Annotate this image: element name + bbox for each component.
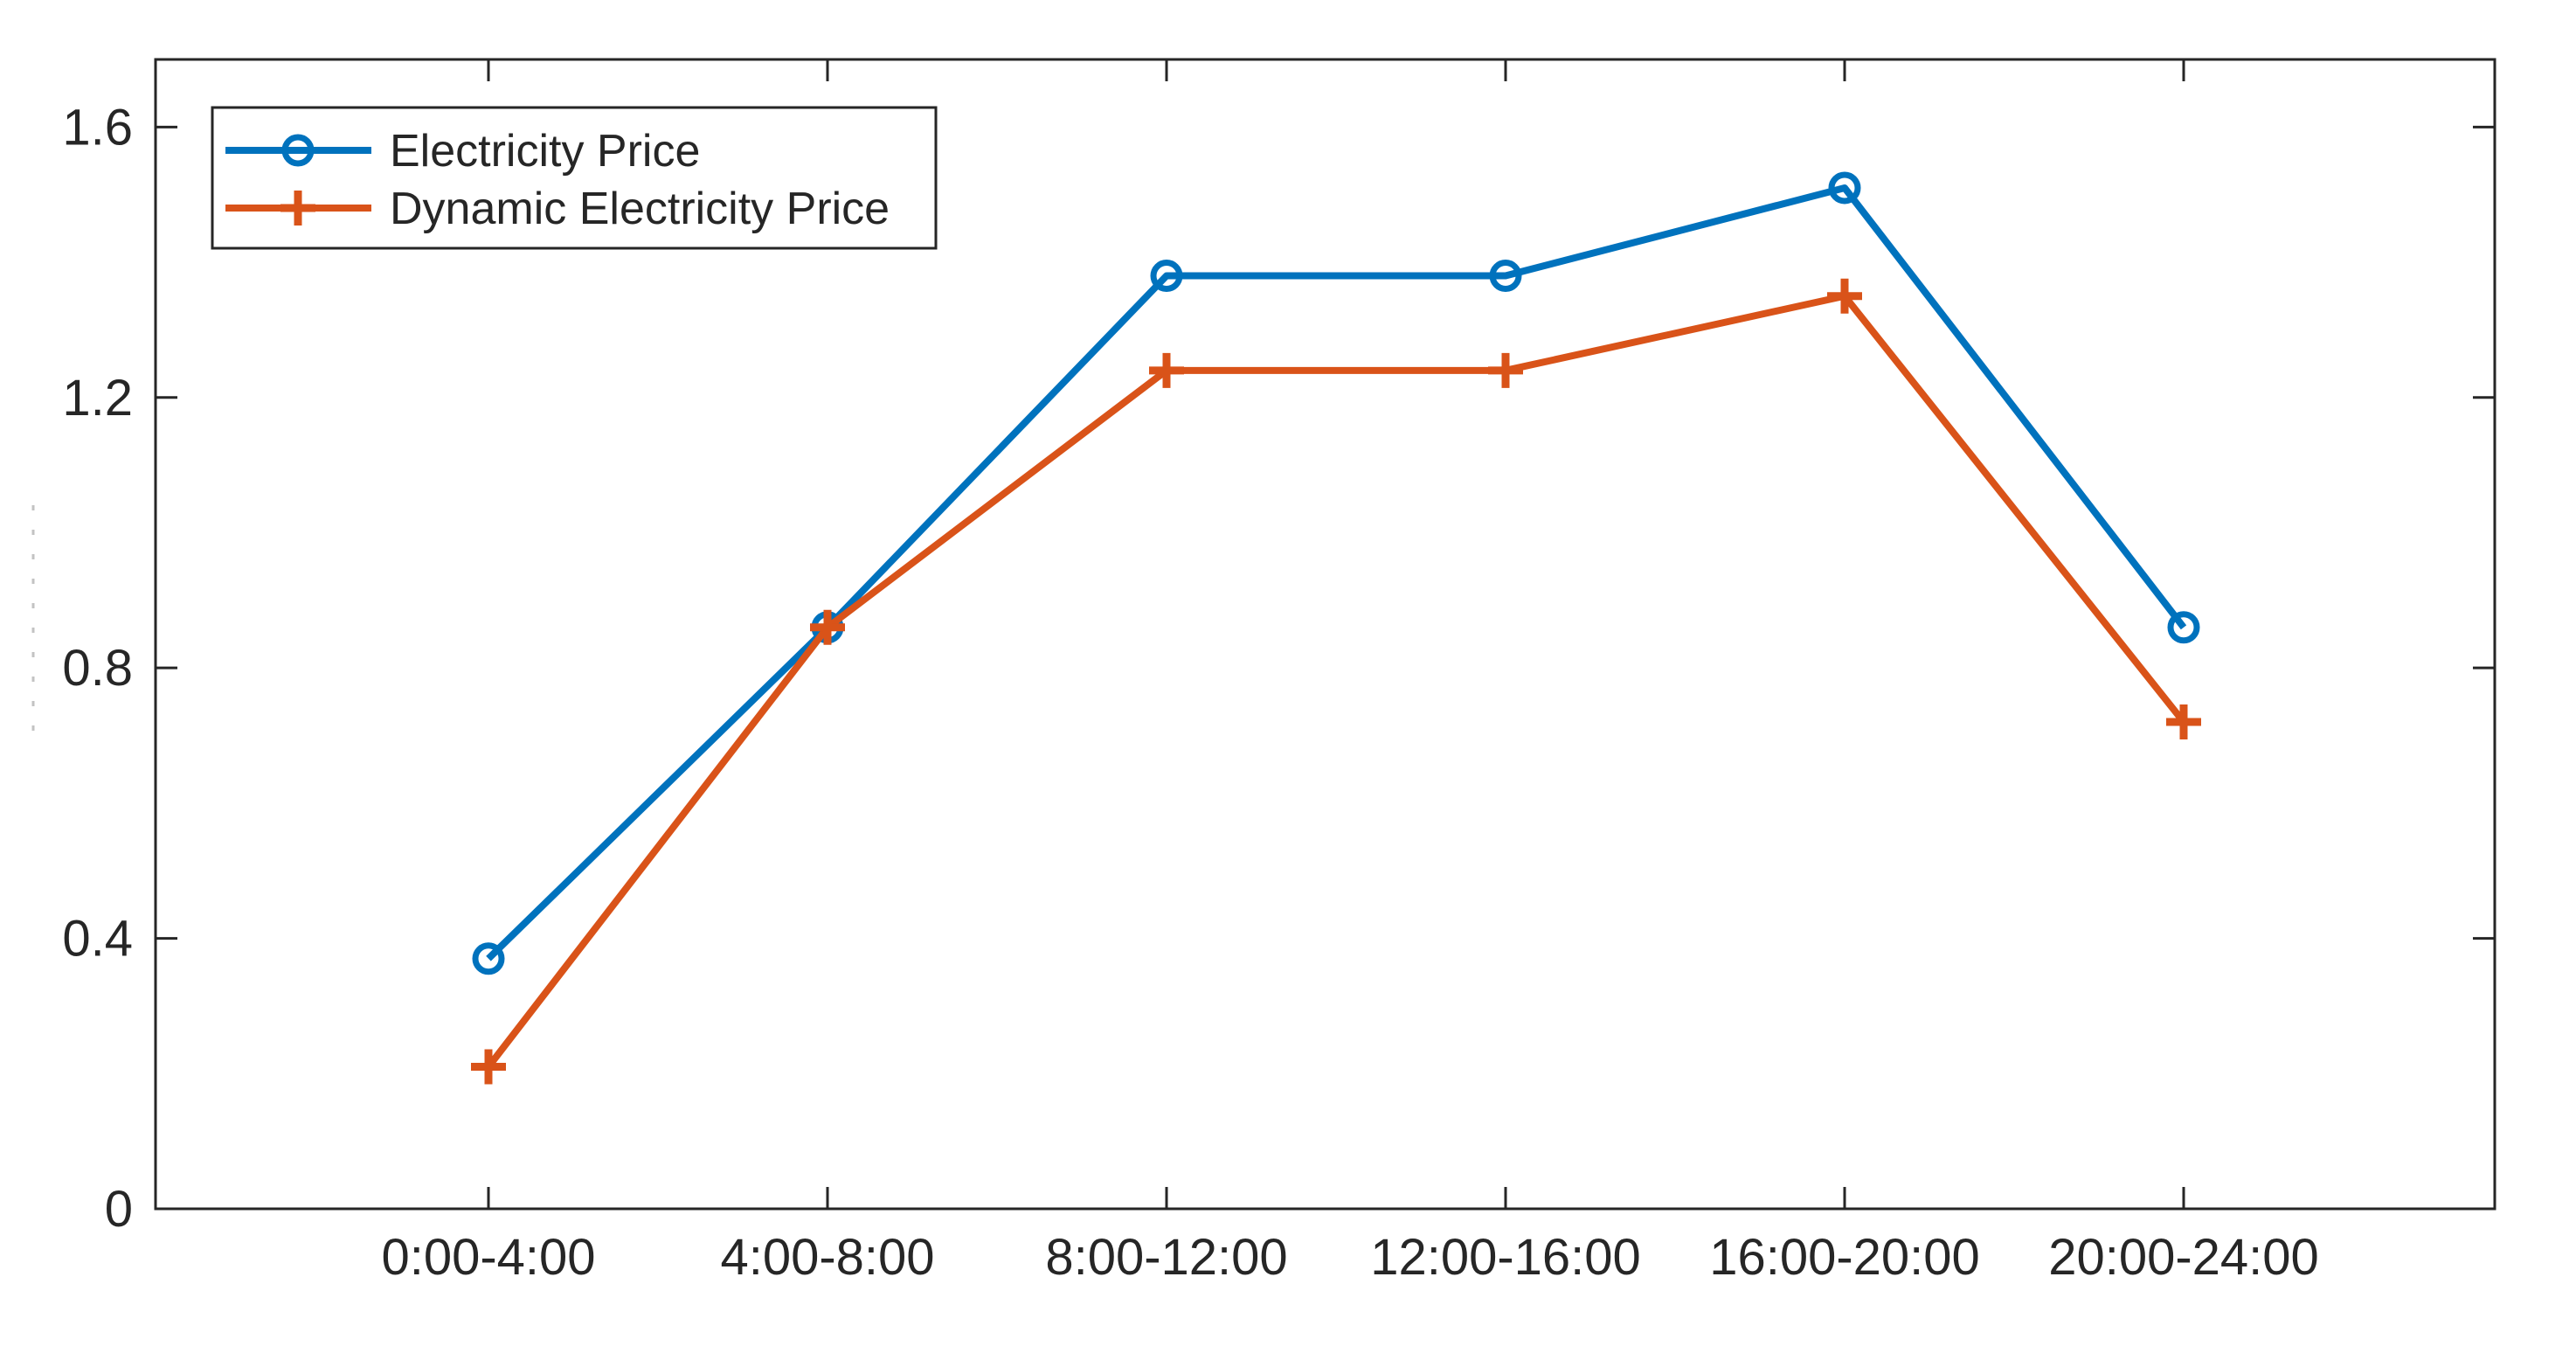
x-tick-label: 8:00-12:00 xyxy=(1045,1229,1287,1286)
series-line-electricity-price xyxy=(486,184,2187,961)
circle-marker-electricity-price xyxy=(1828,171,1861,205)
x-tick-label: 12:00-16:00 xyxy=(1370,1229,1641,1286)
plot-area: 0:00-4:00 4:00-8:00 8:00-12:00 12:00-16:00 1… xyxy=(62,58,2496,1286)
circle-marker-electricity-price xyxy=(1150,260,1183,293)
legend: Electricity Price Dynamic Electricity Pr… xyxy=(211,106,938,250)
plus-marker-dynamic-electricity-price xyxy=(1827,278,1862,314)
plus-marker-dynamic-electricity-price xyxy=(1149,352,1184,388)
y-tick-label: 0 xyxy=(105,1181,133,1238)
y-tick-label: 1.6 xyxy=(62,99,133,156)
plus-marker-dynamic-electricity-price xyxy=(1488,352,1523,388)
legend-label-electricity-price: Electricity Price xyxy=(390,126,700,177)
y-tick-label: 0.4 xyxy=(62,911,133,968)
legend-circle-marker-icon xyxy=(281,134,315,167)
plus-marker-dynamic-electricity-price xyxy=(810,609,845,645)
x-tick-label: 4:00-8:00 xyxy=(720,1229,934,1286)
y-tick-label: 0.8 xyxy=(62,640,133,697)
x-tick-label: 16:00-20:00 xyxy=(1709,1229,1980,1286)
series-line-dynamic-electricity-price xyxy=(485,292,2187,1070)
x-tick-label: 20:00-24:00 xyxy=(2048,1229,2319,1286)
x-tick-label: 0:00-4:00 xyxy=(381,1229,595,1286)
legend-plus-marker-icon xyxy=(280,191,315,226)
plot-border xyxy=(154,58,2496,1211)
legend-box xyxy=(211,106,938,250)
plus-marker-dynamic-electricity-price xyxy=(2166,704,2201,740)
plus-marker-dynamic-electricity-price xyxy=(471,1049,506,1085)
circle-marker-electricity-price xyxy=(2167,611,2200,644)
circle-marker-electricity-price xyxy=(472,942,505,975)
y-tick-label: 1.2 xyxy=(62,370,133,427)
legend-label-dynamic-electricity-price: Dynamic Electricity Price xyxy=(390,184,890,234)
circle-marker-electricity-price xyxy=(1489,260,1522,293)
